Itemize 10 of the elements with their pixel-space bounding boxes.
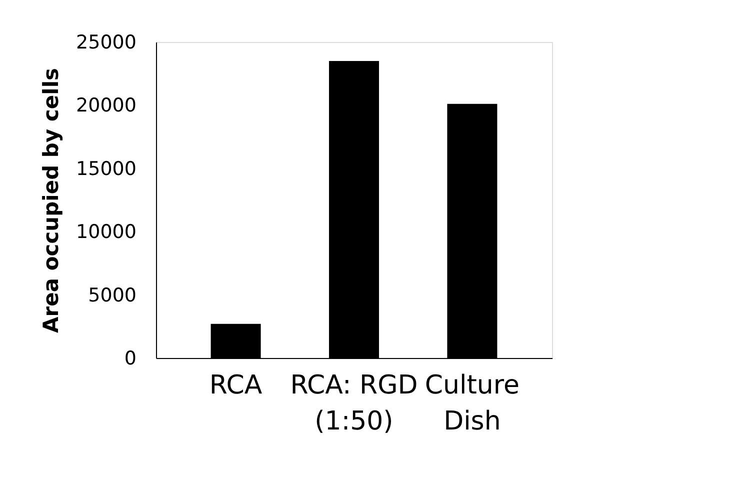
y-axis-title: Area occupied by cells	[39, 68, 64, 334]
y-tick-label: 5000	[88, 284, 136, 306]
y-tick-label: 25000	[76, 32, 136, 54]
y-tick-label: 15000	[76, 158, 136, 180]
x-tick-label: RCA: RGD (1:50)	[290, 370, 418, 436]
y-tick-label: 0	[124, 348, 136, 370]
x-tick-label: RCA	[209, 370, 262, 400]
y-tick-label: 20000	[76, 94, 136, 117]
x-tick-label: Culture Dish	[424, 370, 520, 436]
y-tick-label: 10000	[76, 221, 136, 244]
